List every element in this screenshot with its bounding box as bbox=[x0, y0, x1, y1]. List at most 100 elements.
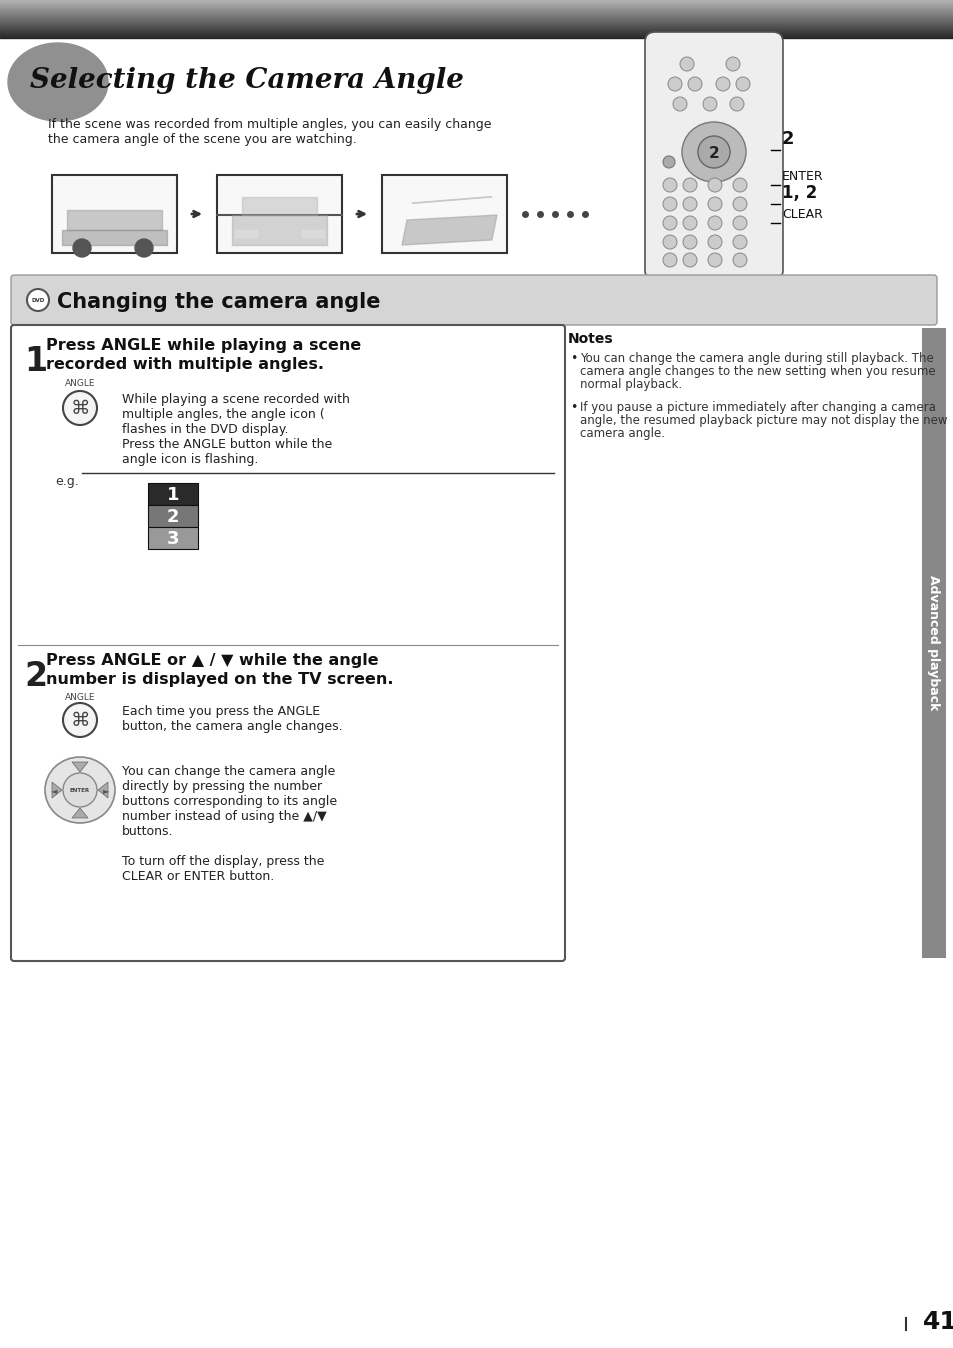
FancyBboxPatch shape bbox=[148, 506, 198, 527]
Circle shape bbox=[729, 97, 743, 111]
Text: ◄: ◄ bbox=[51, 786, 57, 795]
Text: camera angle changes to the new setting when you resume: camera angle changes to the new setting … bbox=[579, 365, 935, 377]
Circle shape bbox=[707, 197, 721, 212]
Text: ENTER: ENTER bbox=[70, 789, 90, 794]
Text: 41: 41 bbox=[922, 1310, 953, 1335]
Polygon shape bbox=[98, 782, 108, 798]
Text: 1: 1 bbox=[24, 345, 47, 377]
Text: flashes in the DVD display.: flashes in the DVD display. bbox=[122, 423, 288, 435]
Text: 1, 2: 1, 2 bbox=[781, 183, 817, 202]
Circle shape bbox=[679, 57, 693, 71]
Text: number instead of using the ▲/▼: number instead of using the ▲/▼ bbox=[122, 810, 327, 824]
Circle shape bbox=[63, 772, 97, 807]
Circle shape bbox=[662, 156, 675, 168]
FancyBboxPatch shape bbox=[381, 175, 506, 253]
Ellipse shape bbox=[681, 123, 745, 182]
Text: 3: 3 bbox=[167, 530, 179, 549]
Text: recorded with multiple angles.: recorded with multiple angles. bbox=[46, 357, 324, 372]
Text: ANGLE: ANGLE bbox=[65, 693, 95, 702]
Text: the camera angle of the scene you are watching.: the camera angle of the scene you are wa… bbox=[48, 133, 356, 146]
Text: DVD: DVD bbox=[31, 298, 45, 302]
Circle shape bbox=[63, 391, 97, 425]
Circle shape bbox=[732, 216, 746, 231]
Text: number is displayed on the TV screen.: number is displayed on the TV screen. bbox=[46, 673, 393, 687]
Text: button, the camera angle changes.: button, the camera angle changes. bbox=[122, 720, 342, 733]
Text: ENTER: ENTER bbox=[781, 170, 822, 183]
Circle shape bbox=[63, 704, 97, 737]
Circle shape bbox=[707, 235, 721, 249]
FancyBboxPatch shape bbox=[644, 32, 782, 280]
Circle shape bbox=[687, 77, 701, 92]
Text: camera angle.: camera angle. bbox=[579, 427, 664, 439]
Text: buttons.: buttons. bbox=[122, 825, 173, 838]
Text: •: • bbox=[569, 352, 577, 365]
Circle shape bbox=[682, 253, 697, 267]
Text: You can change the camera angle during still playback. The: You can change the camera angle during s… bbox=[579, 352, 933, 365]
Circle shape bbox=[702, 97, 717, 111]
Text: ANGLE: ANGLE bbox=[65, 379, 95, 388]
Circle shape bbox=[732, 178, 746, 191]
Text: Press the ANGLE button while the: Press the ANGLE button while the bbox=[122, 438, 332, 452]
Text: normal playback.: normal playback. bbox=[579, 377, 681, 391]
Circle shape bbox=[135, 239, 152, 257]
Circle shape bbox=[735, 77, 749, 92]
Circle shape bbox=[662, 178, 677, 191]
Text: 1: 1 bbox=[167, 487, 179, 504]
Text: Each time you press the ANGLE: Each time you press the ANGLE bbox=[122, 705, 320, 718]
Polygon shape bbox=[71, 762, 88, 772]
Circle shape bbox=[732, 197, 746, 212]
Circle shape bbox=[682, 235, 697, 249]
Text: angle, the resumed playback picture may not display the new: angle, the resumed playback picture may … bbox=[579, 414, 946, 427]
Text: Press ANGLE while playing a scene: Press ANGLE while playing a scene bbox=[46, 338, 361, 353]
Circle shape bbox=[672, 97, 686, 111]
Circle shape bbox=[732, 235, 746, 249]
Text: ⌘: ⌘ bbox=[71, 399, 90, 418]
Text: 2: 2 bbox=[24, 661, 47, 693]
FancyBboxPatch shape bbox=[921, 328, 945, 958]
Text: Advanced playback: Advanced playback bbox=[926, 576, 940, 710]
Text: Selecting the Camera Angle: Selecting the Camera Angle bbox=[30, 66, 463, 93]
Text: CLEAR or ENTER button.: CLEAR or ENTER button. bbox=[122, 869, 274, 883]
Text: e.g.: e.g. bbox=[55, 474, 79, 488]
Polygon shape bbox=[412, 197, 492, 204]
Circle shape bbox=[707, 216, 721, 231]
FancyBboxPatch shape bbox=[52, 175, 177, 253]
Circle shape bbox=[725, 57, 740, 71]
Text: CLEAR: CLEAR bbox=[781, 208, 822, 221]
Circle shape bbox=[732, 253, 746, 267]
Text: ⌘: ⌘ bbox=[71, 710, 90, 729]
Text: buttons corresponding to its angle: buttons corresponding to its angle bbox=[122, 795, 336, 807]
Circle shape bbox=[27, 288, 49, 311]
Polygon shape bbox=[401, 214, 497, 245]
Text: 2: 2 bbox=[708, 146, 719, 160]
Circle shape bbox=[667, 77, 681, 92]
Polygon shape bbox=[52, 782, 62, 798]
Circle shape bbox=[682, 178, 697, 191]
Text: Changing the camera angle: Changing the camera angle bbox=[57, 293, 380, 311]
Polygon shape bbox=[71, 807, 88, 818]
FancyBboxPatch shape bbox=[148, 527, 198, 549]
Text: While playing a scene recorded with: While playing a scene recorded with bbox=[122, 394, 350, 406]
Text: If the scene was recorded from multiple angles, you can easily change: If the scene was recorded from multiple … bbox=[48, 119, 491, 131]
Text: If you pause a picture immediately after changing a camera: If you pause a picture immediately after… bbox=[579, 400, 935, 414]
Circle shape bbox=[73, 239, 91, 257]
Text: directly by pressing the number: directly by pressing the number bbox=[122, 780, 322, 793]
FancyBboxPatch shape bbox=[11, 275, 936, 325]
Circle shape bbox=[662, 235, 677, 249]
FancyBboxPatch shape bbox=[11, 325, 564, 961]
Ellipse shape bbox=[45, 758, 115, 824]
Circle shape bbox=[698, 136, 729, 168]
Circle shape bbox=[662, 216, 677, 231]
FancyBboxPatch shape bbox=[148, 483, 198, 506]
Text: •: • bbox=[569, 400, 577, 414]
Circle shape bbox=[707, 253, 721, 267]
Text: Press ANGLE or ▲ / ▼ while the angle: Press ANGLE or ▲ / ▼ while the angle bbox=[46, 652, 378, 669]
FancyBboxPatch shape bbox=[216, 175, 341, 253]
Circle shape bbox=[716, 77, 729, 92]
Circle shape bbox=[682, 216, 697, 231]
Circle shape bbox=[707, 178, 721, 191]
Text: 2: 2 bbox=[167, 508, 179, 526]
Circle shape bbox=[682, 197, 697, 212]
Text: Notes: Notes bbox=[567, 332, 613, 346]
Text: To turn off the display, press the: To turn off the display, press the bbox=[122, 855, 324, 868]
